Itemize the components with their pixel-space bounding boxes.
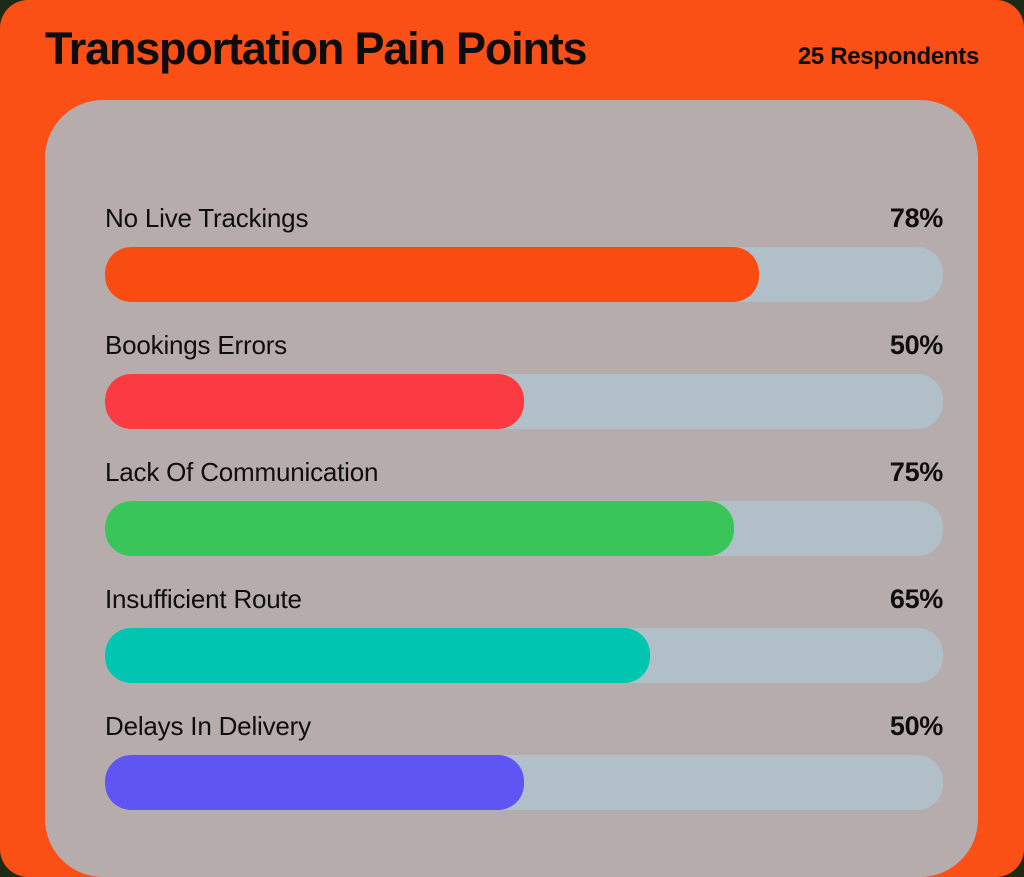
bar-value-label: 78% <box>889 203 943 233</box>
bar-row: Bookings Errors 50% <box>105 330 943 429</box>
bar-track <box>105 628 943 683</box>
bar-track <box>105 501 943 556</box>
bar-row: Delays In Delivery 50% <box>105 711 943 810</box>
respondents-count-label: 25 Respondents <box>797 43 979 70</box>
bar-row-head: No Live Trackings 78% <box>105 203 943 234</box>
bar-category-label: No Live Trackings <box>105 203 309 233</box>
bar-category-label: Bookings Errors <box>105 330 287 360</box>
bar-row: Insufficient Route 65% <box>105 584 943 683</box>
bar-category-label: Delays In Delivery <box>105 711 311 741</box>
bar-row-head: Delays In Delivery 50% <box>105 711 943 742</box>
chart-header: Transportation Pain Points 25 Respondent… <box>0 0 1024 100</box>
bar-track <box>105 755 943 810</box>
bar-fill <box>105 628 650 683</box>
bar-row-head: Bookings Errors 50% <box>105 330 943 361</box>
bar-fill <box>105 755 524 810</box>
bar-row-head: Lack Of Communication 75% <box>105 457 943 488</box>
bar-row: No Live Trackings 78% <box>105 203 943 302</box>
bar-category-label: Insufficient Route <box>105 584 302 614</box>
bar-track <box>105 374 943 429</box>
chart-panel: No Live Trackings 78% Bookings Errors 50… <box>45 100 978 877</box>
bar-value-label: 65% <box>889 584 943 614</box>
bar-fill <box>105 247 759 302</box>
bar-row: Lack Of Communication 75% <box>105 457 943 556</box>
bar-value-label: 50% <box>889 330 943 360</box>
bar-category-label: Lack Of Communication <box>105 457 379 487</box>
bar-row-head: Insufficient Route 65% <box>105 584 943 615</box>
bar-value-label: 75% <box>889 457 943 487</box>
bar-fill <box>105 374 524 429</box>
chart-title: Transportation Pain Points <box>45 23 588 74</box>
bar-fill <box>105 501 734 556</box>
bar-value-label: 50% <box>889 711 943 741</box>
bar-track <box>105 247 943 302</box>
